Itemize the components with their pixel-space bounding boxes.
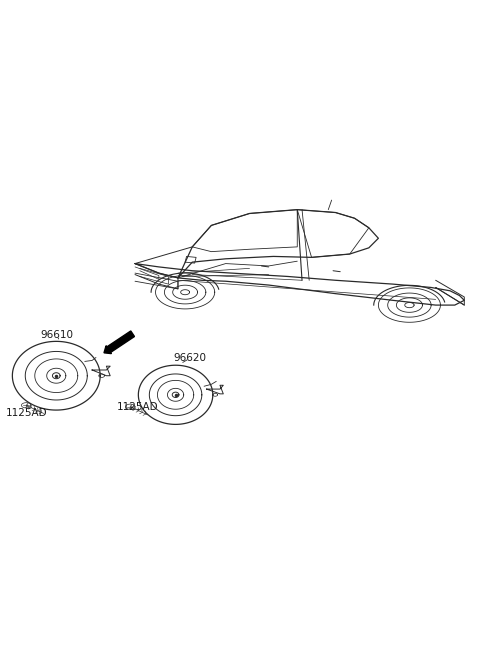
Text: 1125AD: 1125AD [117, 402, 158, 412]
Text: 1125AD: 1125AD [6, 408, 48, 418]
Text: 96620: 96620 [173, 354, 206, 363]
Text: 96610: 96610 [40, 331, 73, 340]
FancyArrow shape [104, 331, 134, 354]
